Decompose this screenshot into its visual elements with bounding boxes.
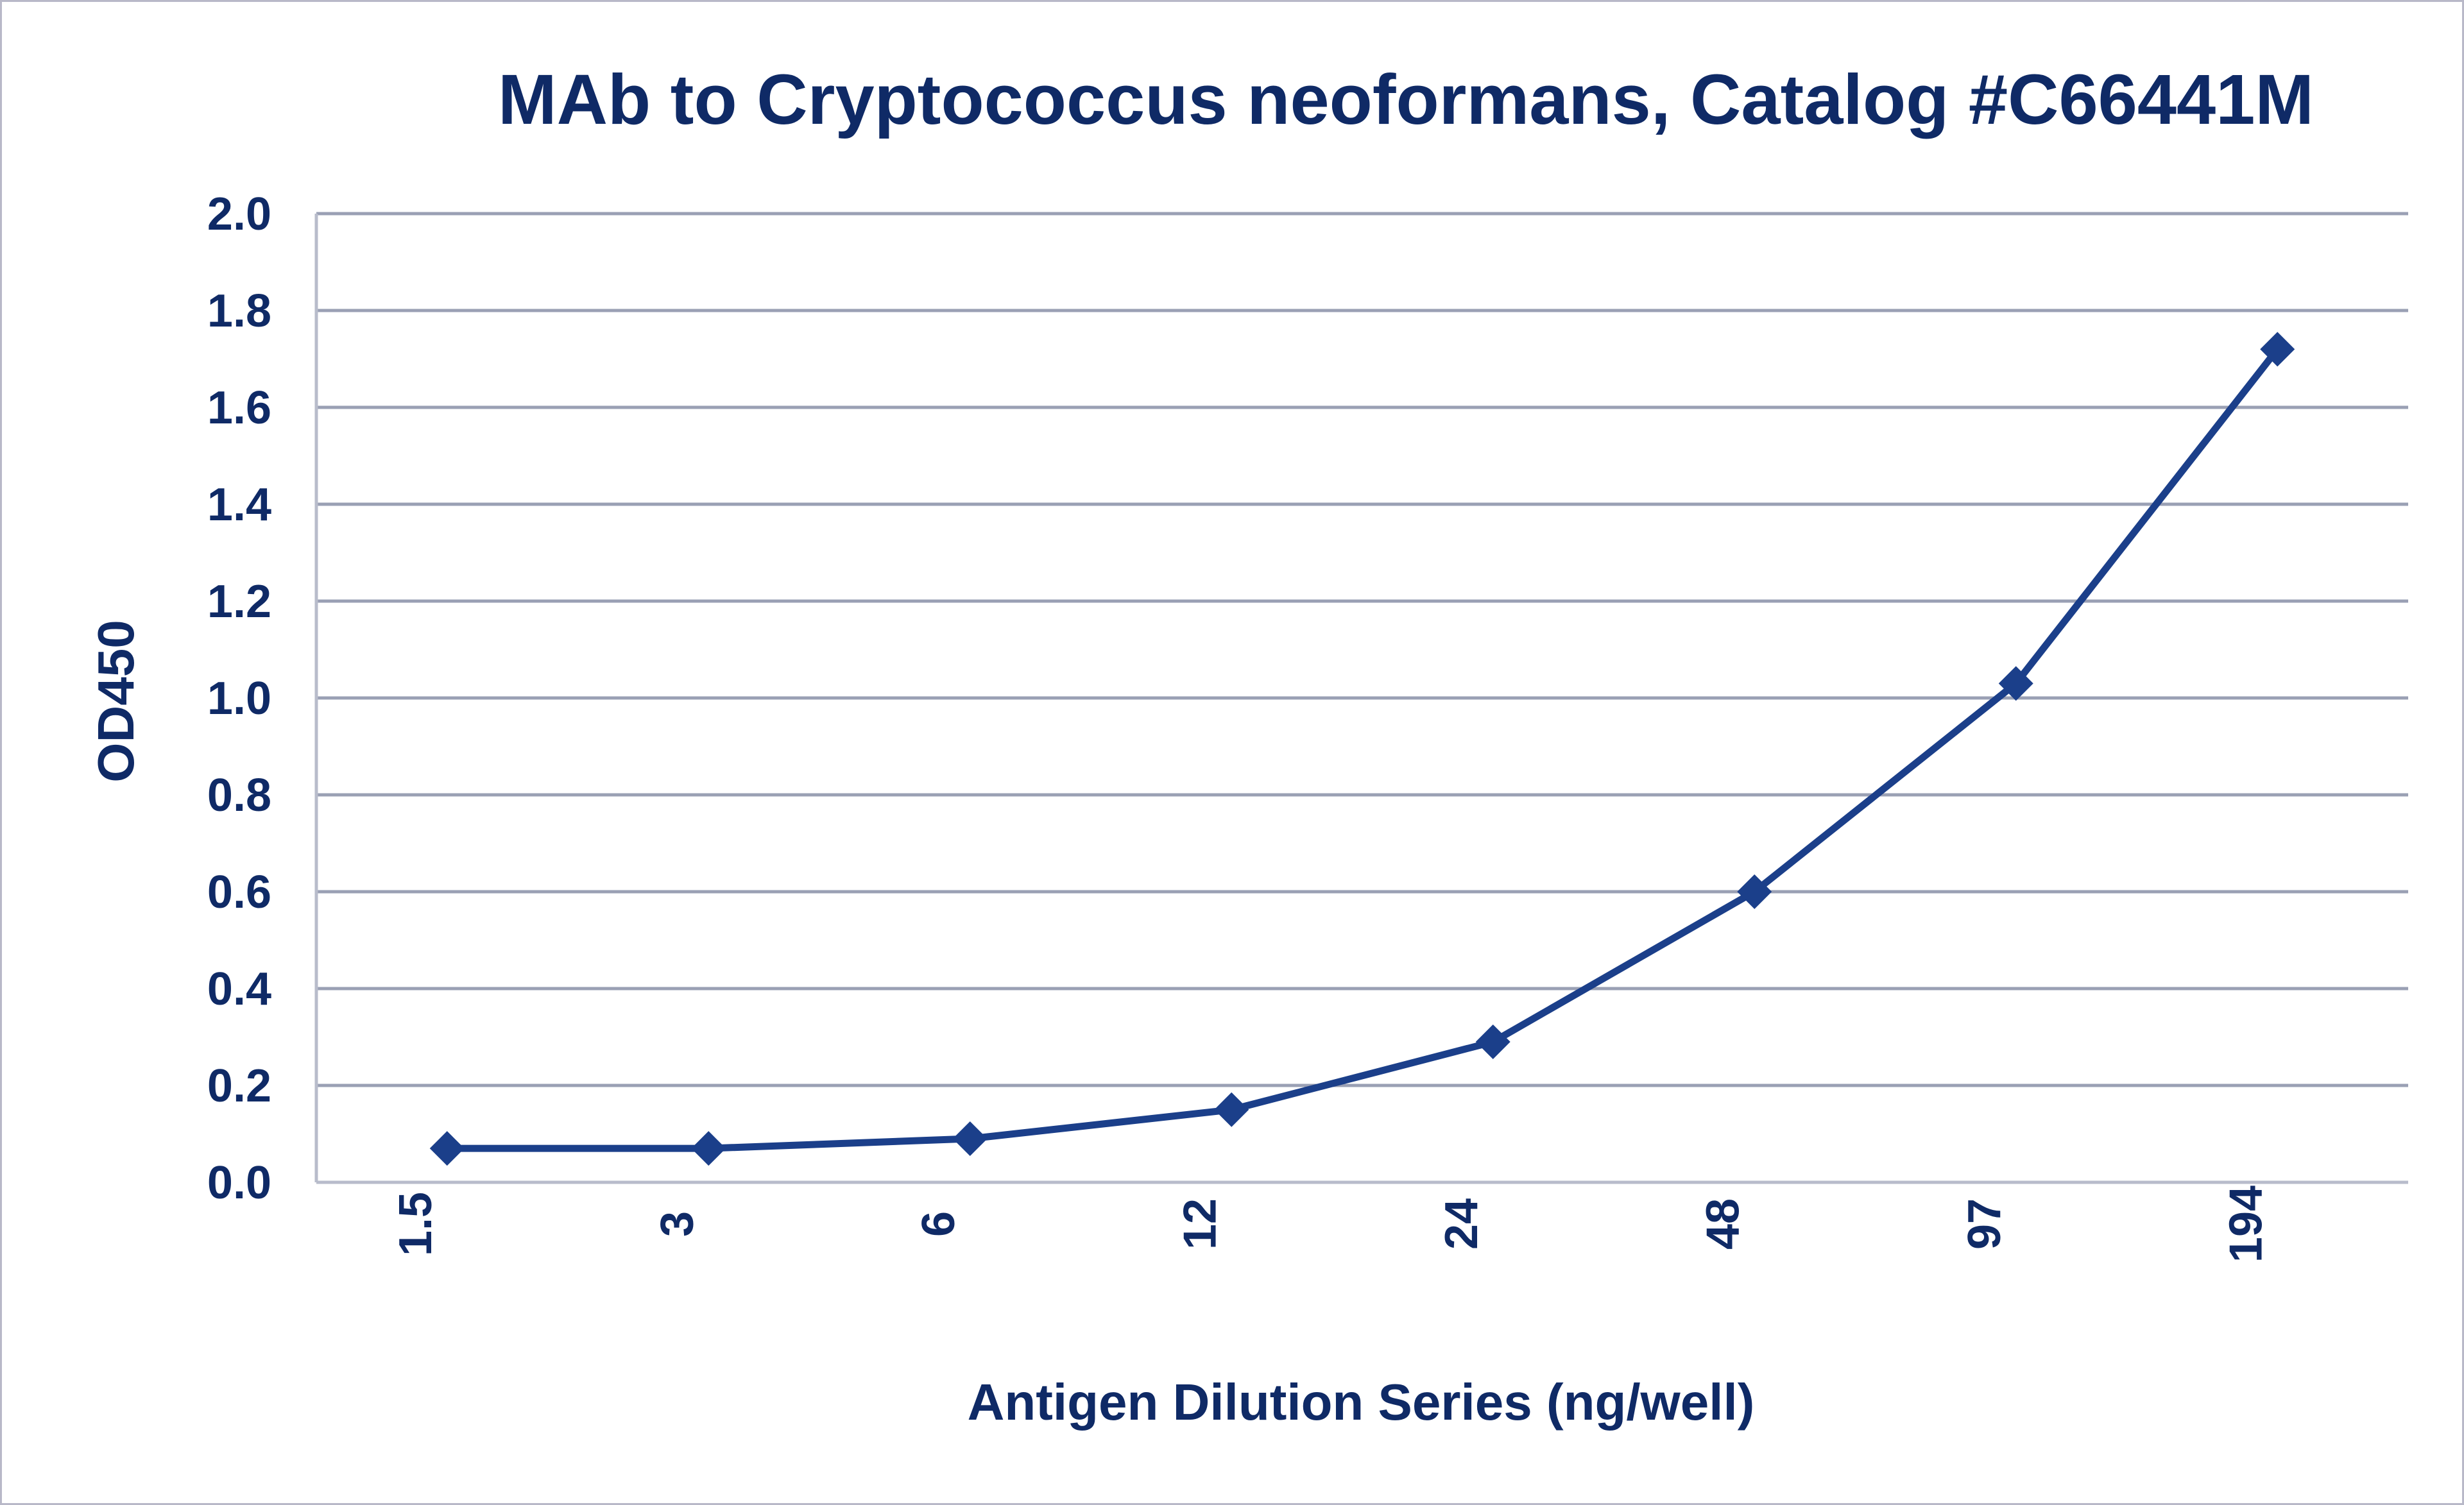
x-tick-label: 194 xyxy=(2220,1186,2272,1263)
data-point-marker xyxy=(1737,874,1772,909)
y-tick-label: 1.8 xyxy=(207,285,271,337)
y-tick-label: 1.0 xyxy=(207,673,271,724)
gridlines xyxy=(316,212,2408,1087)
data-point-marker xyxy=(1475,1025,1510,1060)
y-tick-label: 0.0 xyxy=(207,1157,271,1209)
x-tick-label: 24 xyxy=(1436,1198,1487,1250)
x-tick-label: 3 xyxy=(651,1211,703,1237)
y-tick-label: 1.6 xyxy=(207,382,271,434)
y-tick-label: 1.2 xyxy=(207,576,271,627)
y-axis-title: OD450 xyxy=(87,620,144,782)
x-tick-label: 48 xyxy=(1697,1198,1749,1250)
data-point-marker xyxy=(1998,666,2033,701)
data-point-marker xyxy=(952,1121,988,1157)
x-axis-title: Antigen Dilution Series (ng/well) xyxy=(968,1373,1755,1431)
data-point-marker xyxy=(1214,1092,1249,1127)
x-tick-label: 12 xyxy=(1174,1198,1226,1250)
x-tick-labels: 1.5 3 6 12 24 48 97 194 xyxy=(390,1186,2272,1263)
x-tick-label: 6 xyxy=(913,1211,964,1237)
series-line xyxy=(447,347,2280,1152)
y-tick-label: 0.8 xyxy=(207,770,271,821)
data-point-marker xyxy=(429,1131,465,1166)
x-tick-label: 97 xyxy=(1959,1198,2010,1250)
y-tick-label: 0.4 xyxy=(207,964,271,1015)
axes xyxy=(314,214,2408,1184)
y-tick-labels: 0.0 0.2 0.4 0.6 0.8 1.0 1.2 1.4 1.6 1.8 2.0 xyxy=(207,189,271,1209)
y-tick-label: 2.0 xyxy=(207,189,271,240)
y-tick-label: 1.4 xyxy=(207,479,271,531)
series xyxy=(429,332,2295,1166)
x-tick-label: 1.5 xyxy=(390,1192,441,1256)
data-point-marker xyxy=(2260,332,2295,367)
data-point-marker xyxy=(691,1131,726,1166)
y-tick-label: 0.2 xyxy=(207,1060,271,1112)
chart-title: MAb to Cryptococcus neoformans, Catalog … xyxy=(498,60,2314,139)
y-tick-label: 0.6 xyxy=(207,867,271,918)
